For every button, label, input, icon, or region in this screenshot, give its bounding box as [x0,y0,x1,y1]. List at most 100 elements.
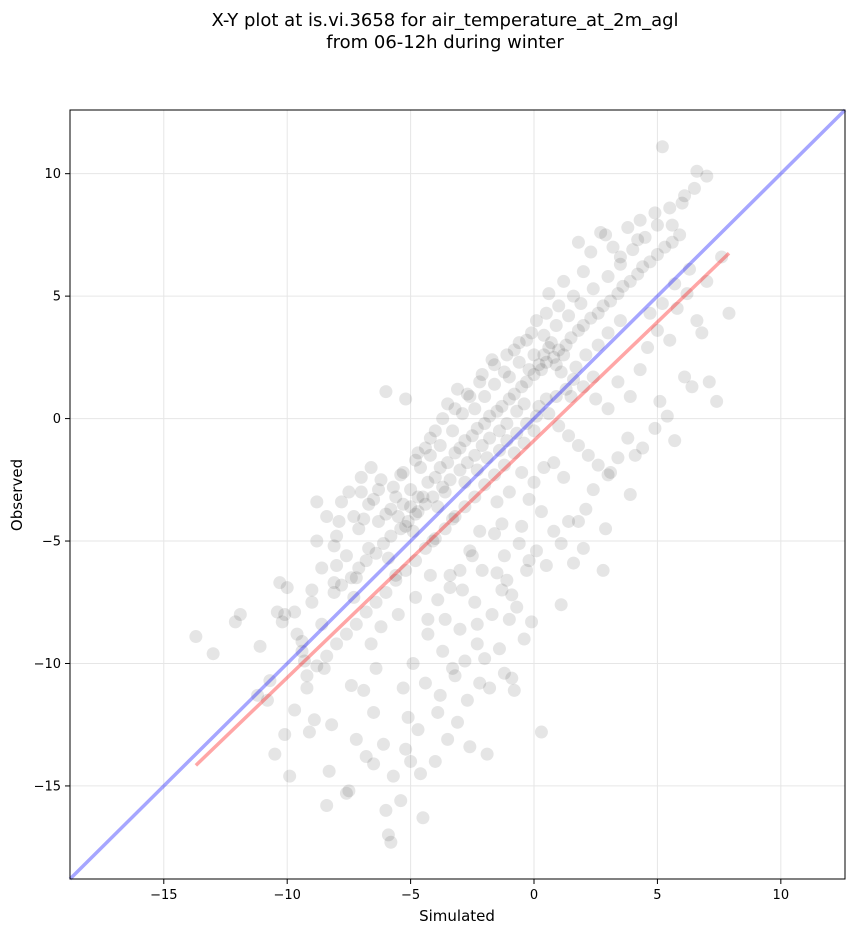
data-point [492,642,506,656]
data-point [433,439,447,453]
data-point [544,336,558,350]
data-point [297,654,311,668]
data-point [655,140,669,154]
data-point [418,441,432,455]
data-point [520,375,534,389]
data-point [507,343,521,357]
data-point [700,169,714,183]
data-point [534,363,548,377]
data-point [495,399,509,413]
data-point [490,404,504,418]
data-point [401,514,415,528]
data-point [611,451,625,465]
x-tick-label: −5 [401,888,420,903]
data-point [300,681,314,695]
data-point [273,576,287,590]
data-point [334,495,348,509]
data-point [376,536,390,550]
data-point [379,385,393,399]
data-point [500,434,514,448]
data-point [678,189,692,203]
data-point [233,608,247,622]
identity-line [68,108,847,881]
data-point [631,233,645,247]
data-point [458,500,472,514]
data-point [604,294,618,308]
data-point [525,615,539,629]
data-point [463,390,477,404]
data-point [552,299,566,313]
data-point [665,235,679,249]
data-point [453,441,467,455]
data-point [357,512,371,526]
data-point [411,723,425,737]
data-point [320,510,334,524]
data-point [438,485,452,499]
data-point [554,598,568,612]
data-point [421,475,435,489]
data-point [438,522,452,536]
data-point [349,732,363,746]
data-point [623,274,637,288]
data-point [485,608,499,622]
data-point [478,478,492,492]
data-point [488,468,502,482]
data-point [352,522,366,536]
data-point [507,446,521,460]
data-point [349,571,363,585]
data-point [557,348,571,362]
data-point [534,505,548,519]
data-point [374,473,388,487]
data-point [633,213,647,227]
data-point [505,671,519,685]
data-point [567,289,581,303]
data-point [451,715,464,729]
data-point [623,488,637,501]
data-point [537,461,551,475]
data-point [278,728,292,742]
data-point [436,644,450,658]
data-point [488,377,502,391]
data-point [584,311,598,325]
data-point [423,431,437,445]
data-point [636,441,650,455]
y-tick-label: −5 [42,535,61,550]
data-point [470,421,484,435]
data-point [527,367,541,381]
data-point [379,585,393,599]
data-point [480,451,494,465]
data-point [369,595,383,609]
data-point [616,279,630,293]
data-point [601,468,615,482]
data-point [330,637,344,651]
data-point [522,363,536,377]
data-point [354,470,368,484]
data-point [396,497,410,511]
data-point [621,221,635,235]
data-point [574,296,588,310]
data-point [470,637,484,651]
data-point [334,578,348,592]
x-tick-label: 5 [653,888,661,903]
data-point [379,507,393,521]
y-axis-label: Observed [8,459,26,531]
data-point [409,507,423,521]
data-point [576,541,590,555]
data-point [683,262,697,276]
data-point [502,370,516,384]
data-point [389,568,403,582]
data-point [539,559,553,573]
data-point [401,710,415,724]
data-point [283,769,297,783]
data-point [344,679,358,693]
data-point [611,375,625,389]
y-tick-label: 0 [53,412,61,427]
data-point [599,522,613,536]
data-point [458,434,472,448]
data-point [648,206,662,220]
data-point [448,402,462,416]
data-point [628,448,642,462]
data-point [539,306,553,320]
data-point [409,590,423,604]
data-point [502,485,516,499]
